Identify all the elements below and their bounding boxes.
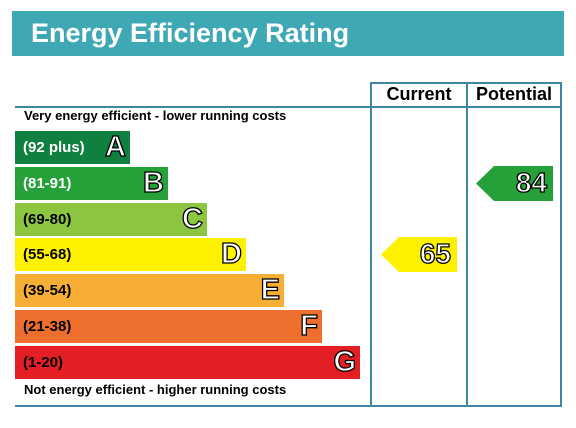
current-rating-arrow: 65	[381, 237, 457, 272]
band-a: (92 plus) A	[15, 131, 130, 164]
potential-arrow-shape	[476, 166, 553, 201]
band-range-label: (92 plus)	[23, 139, 85, 156]
band-letter: C	[181, 203, 203, 235]
potential-rating-arrow: 84	[476, 166, 553, 201]
current-column-header: Current	[386, 84, 452, 104]
potential-arrow-fill	[476, 166, 553, 201]
current-arrow-fill	[381, 237, 457, 272]
bottom-note: Not energy efficient - higher running co…	[24, 382, 287, 397]
band-letter: B	[142, 167, 164, 199]
band-letter: A	[104, 131, 126, 163]
band-letter: F	[300, 310, 319, 342]
potential-column-header: Potential	[475, 84, 552, 104]
band-range-label: (21-38)	[23, 318, 72, 335]
band-range-label: (69-80)	[23, 211, 72, 228]
band-c: (69-80) C	[15, 203, 207, 236]
header-bottom-line	[15, 106, 562, 108]
band-e: (39-54) E	[15, 274, 284, 307]
band-b: (81-91) B	[15, 167, 168, 200]
current-arrow-shape	[381, 237, 457, 272]
column-divider-line	[466, 82, 468, 407]
band-letter: G	[333, 346, 357, 378]
band-range-label: (81-91)	[23, 175, 72, 192]
potential-rating-value: 84	[515, 167, 547, 198]
title-bar: Energy Efficiency Rating	[12, 11, 564, 56]
current-rating-value: 65	[419, 238, 451, 269]
band-letter: D	[220, 238, 242, 270]
band-f: (21-38) F	[15, 310, 322, 343]
band-range-label: (1-20)	[23, 354, 64, 371]
band-letter: E	[260, 274, 281, 306]
band-range-label: (39-54)	[23, 282, 72, 299]
frame-bottom-line	[15, 405, 562, 407]
current-column-left-line	[370, 82, 372, 407]
band-range-label: (55-68)	[23, 246, 72, 263]
page-title: Energy Efficiency Rating	[31, 18, 350, 48]
top-note: Very energy efficient - lower running co…	[24, 108, 287, 123]
band-d: (55-68) D	[15, 238, 246, 271]
potential-column-right-line	[560, 82, 562, 407]
band-g: (1-20) G	[15, 346, 360, 379]
